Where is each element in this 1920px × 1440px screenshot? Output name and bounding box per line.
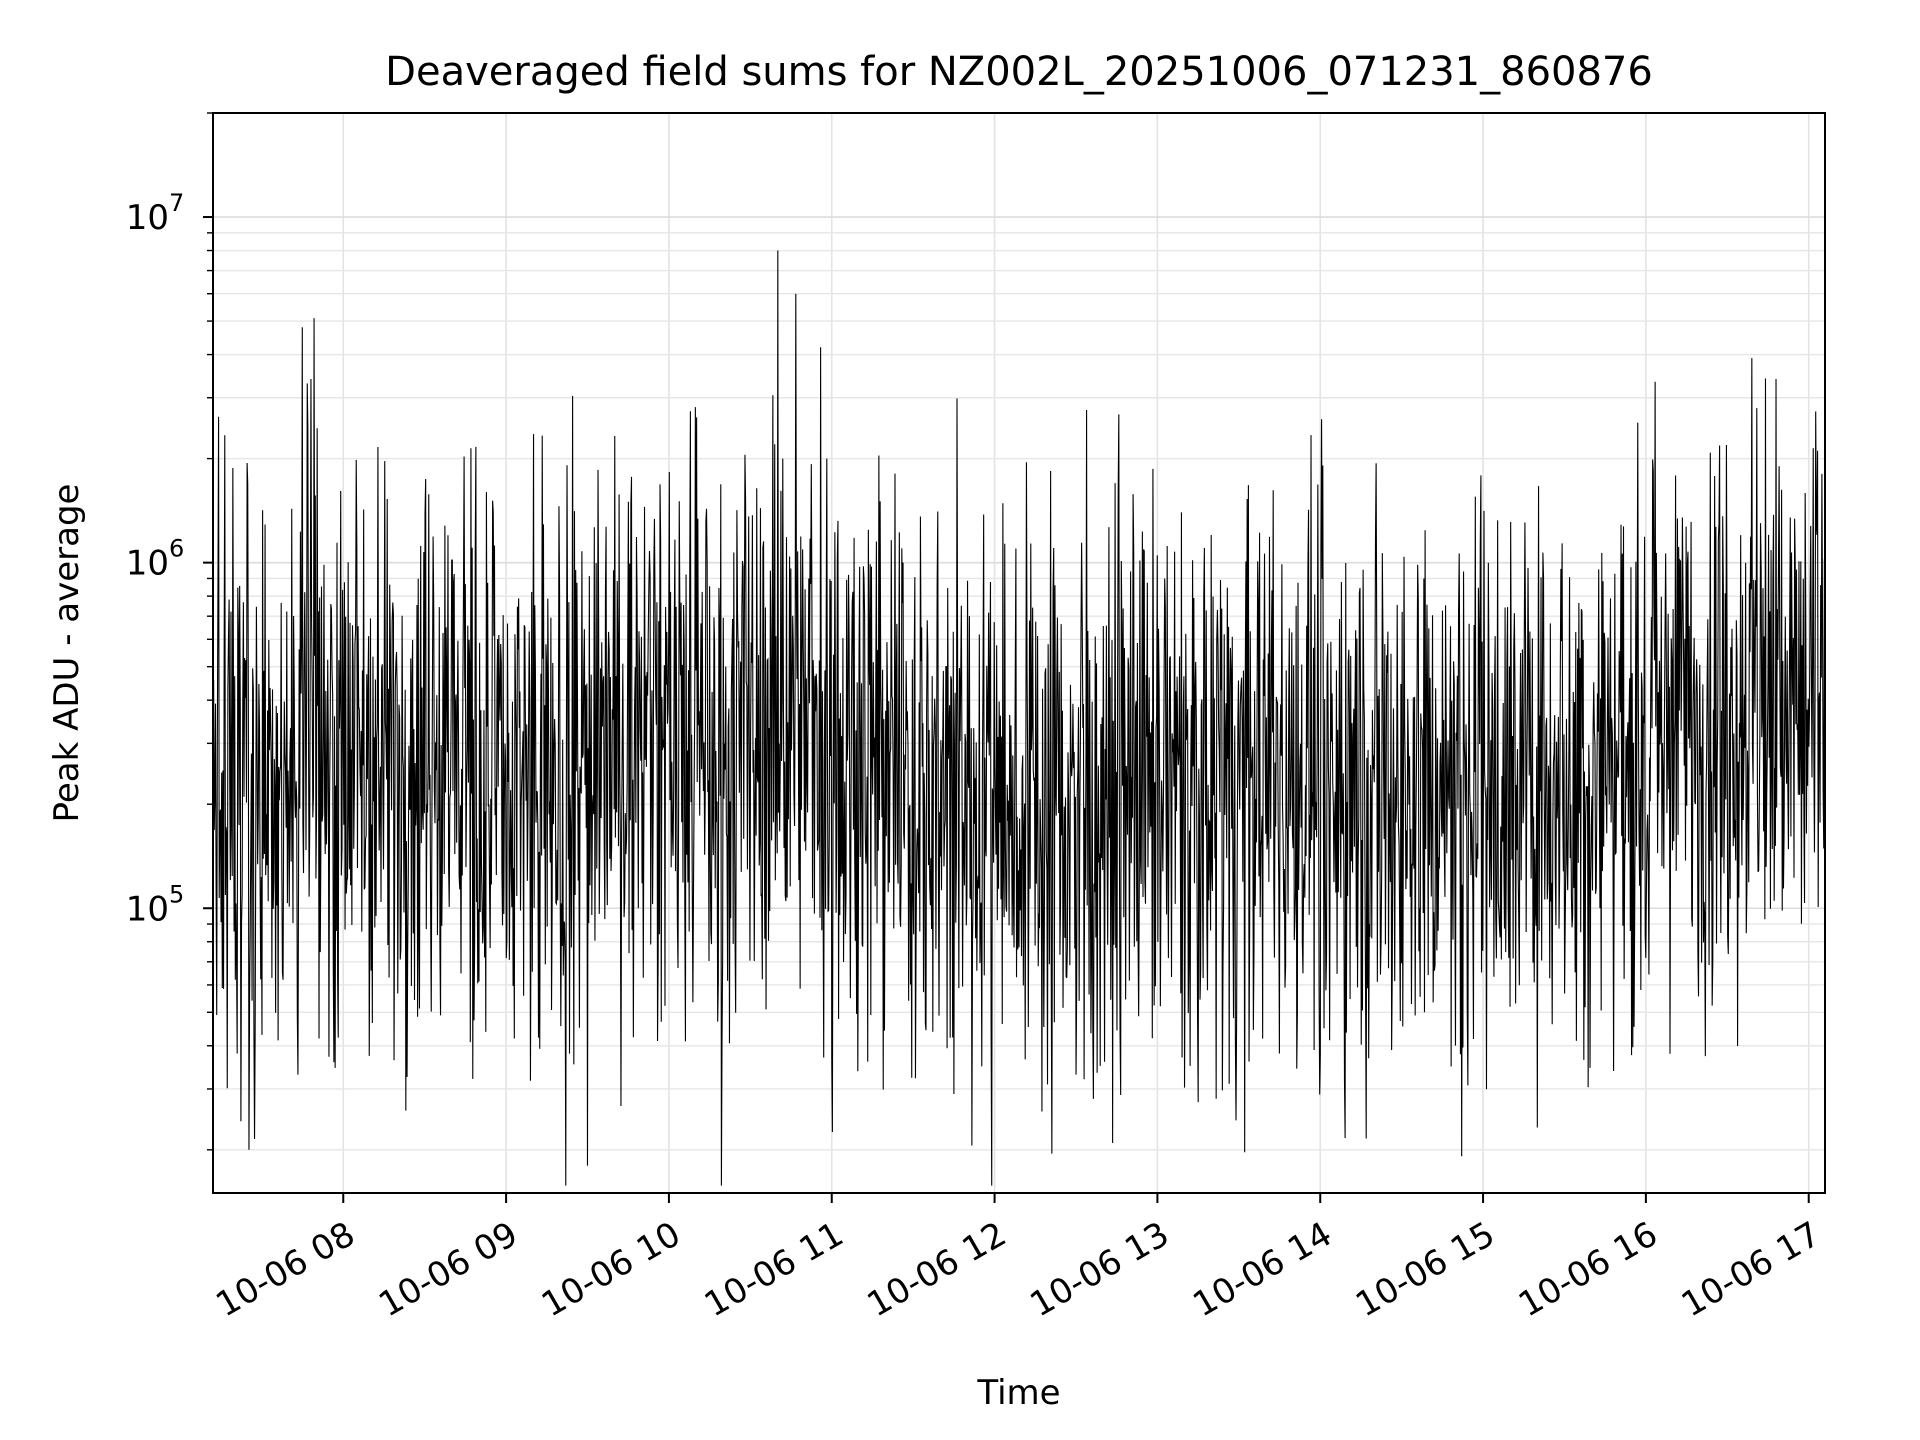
y-tick-label-1: 106 <box>126 535 185 584</box>
y-tick-label-base: 10 <box>126 889 169 929</box>
x-tick-label-7: 10-06 15 <box>1349 1214 1501 1325</box>
x-tick-label-6: 10-06 14 <box>1186 1214 1338 1325</box>
x-axis: 10-06 08 10-06 09 10-06 10 10-06 11 10-06 12… <box>209 1193 1827 1325</box>
y-tick-label-base: 10 <box>126 198 169 238</box>
series-line-peak-adu <box>212 250 1826 1186</box>
x-tick-label-1: 10-06 09 <box>372 1214 524 1325</box>
y-tick-label-exponent: 7 <box>169 189 184 217</box>
y-tick-label-0: 105 <box>126 880 185 929</box>
y-tick-label-exponent: 5 <box>169 880 184 908</box>
chart-title: Deaveraged field sums for NZ002L_2025100… <box>385 49 1653 95</box>
x-tick-label-0: 10-06 08 <box>209 1214 361 1325</box>
y-tick-label-2: 107 <box>126 189 185 238</box>
plot-area-frame <box>212 112 1826 1194</box>
x-tick-label-8: 10-06 16 <box>1512 1214 1664 1325</box>
y-axis-label: Peak ADU - average <box>47 484 87 823</box>
x-tick-label-5: 10-06 13 <box>1024 1214 1176 1325</box>
x-tick-label-3: 10-06 11 <box>698 1214 850 1325</box>
x-tick-label-4: 10-06 12 <box>861 1214 1013 1325</box>
y-tick-label-base: 10 <box>126 544 169 584</box>
x-axis-label: Time <box>976 1373 1060 1413</box>
x-tick-label-2: 10-06 10 <box>535 1214 687 1325</box>
x-tick-label-9: 10-06 17 <box>1675 1214 1827 1325</box>
series-layer <box>212 250 1826 1186</box>
y-tick-label-exponent: 6 <box>169 535 184 563</box>
